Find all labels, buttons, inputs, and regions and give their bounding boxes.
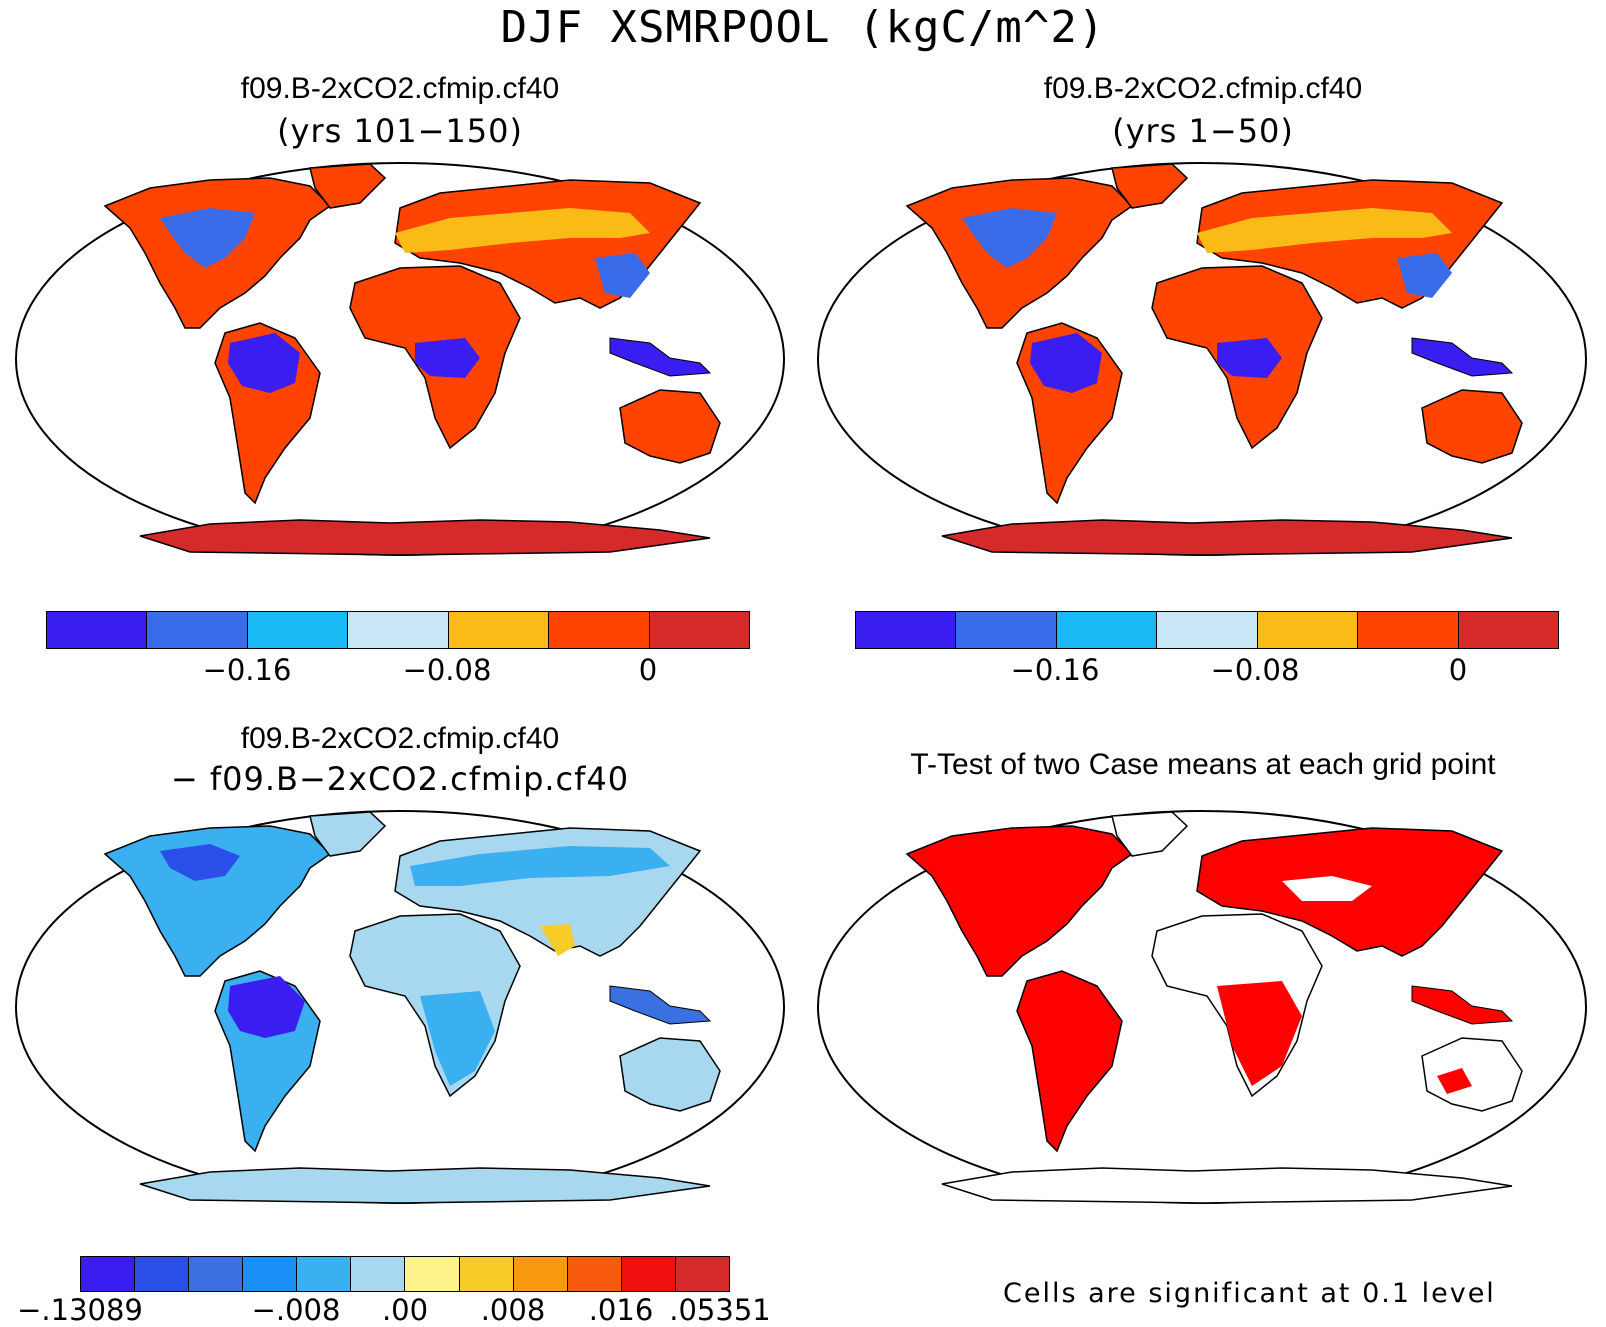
cbar1-tick: −0.16 [202,653,292,687]
colorbar-swatch [243,1257,298,1291]
greenland [1111,811,1189,857]
colorbar-swatch [47,612,148,648]
north-america [905,825,1134,977]
map-panel3 [15,810,785,1204]
cbar2-tick: −0.08 [1210,653,1300,687]
australia [619,389,721,464]
cbar3-tick: −.008 [251,1293,341,1327]
africa-significant [1217,981,1302,1086]
colorbar-swatch [351,1257,406,1291]
map-panel1 [15,162,785,556]
greenland [1111,163,1189,209]
colorbar-swatch [621,1257,676,1291]
india [540,924,575,956]
antarctica [139,1167,711,1204]
australia [619,1037,721,1112]
colorbar-swatch [448,612,550,648]
colorbar-swatch [1056,612,1158,648]
cbar3-tick: −.13089 [17,1293,143,1327]
map-panel2 [817,162,1587,556]
greenland [309,163,387,209]
colorbar-swatch [675,1257,729,1291]
greenland [309,811,387,857]
congo [415,338,480,378]
colorbar-panel2 [855,611,1559,649]
indonesia [609,985,712,1025]
indonesia [1411,985,1514,1025]
colorbar-panel1 [46,611,750,649]
panel2-title: f09.B-2xCO2.cfmip.cf40 [1043,72,1363,105]
australia [1421,389,1523,464]
cbar2-tick: −0.16 [1010,653,1100,687]
colorbar-swatch [348,612,449,648]
cbar1-tick: −0.08 [402,653,492,687]
figure-title: DJF XSMRPOOL (kgC/m^2) [500,2,1106,53]
colorbar-swatch [189,1257,244,1291]
north-america-interior [160,208,255,268]
colorbar-swatch [1157,612,1258,648]
indonesia [1411,337,1514,377]
cbar3-tick: .05351 [669,1293,771,1327]
colorbar-swatch [856,612,957,648]
colorbar-swatch [405,1257,460,1291]
cbar1-tick: 0 [638,653,658,687]
amazon [1030,333,1102,393]
colorbar-swatch [1358,612,1459,648]
colorbar-swatch [135,1257,190,1291]
cbar3-tick: .008 [480,1293,546,1327]
panel1-title: f09.B-2xCO2.cfmip.cf40 [240,72,560,105]
south-america [1016,970,1123,1153]
colorbar-swatch [567,1257,622,1291]
colorbar-swatch [513,1257,568,1291]
australia-significant [1437,1068,1472,1094]
colorbar-swatch [549,612,650,648]
colorbar-swatch [649,612,749,648]
congo [1217,338,1282,378]
colorbar-swatch [81,1257,136,1291]
colorbar-swatch [459,1257,514,1291]
north-america-interior [160,844,240,881]
eurasia-gap [1282,876,1372,901]
colorbar-swatch [297,1257,352,1291]
eurasia-band [1197,208,1452,253]
panel1-subtitle: (yrs 101−150) [277,112,523,150]
cbar3-tick: .00 [381,1293,429,1327]
panel2-subtitle: (yrs 1−50) [1112,112,1294,150]
east-asia [595,253,650,298]
colorbar-swatch [147,612,248,648]
africa-south [420,991,495,1086]
indonesia [609,337,712,377]
north-america [103,825,332,977]
colorbar-swatch [956,612,1057,648]
panel3-subtitle: − f09.B−2xCO2.cfmip.cf40 [170,760,630,798]
antarctica [139,519,711,556]
colorbar-swatch [1458,612,1558,648]
cbar2-tick: 0 [1448,653,1468,687]
amazon [228,976,305,1038]
colorbar-swatch [1257,612,1359,648]
east-asia [1397,253,1452,298]
panel3-title: f09.B-2xCO2.cfmip.cf40 [240,722,560,755]
map-panel4 [817,810,1587,1204]
eurasia-band [410,846,670,886]
ttest-note: Cells are significant at 0.1 level [1003,1278,1496,1309]
antarctica [941,1167,1513,1204]
cbar3-tick: .016 [588,1293,654,1327]
colorbar-swatch [247,612,349,648]
eurasia-band [395,208,650,253]
colorbar-panel3 [80,1256,730,1292]
antarctica [941,519,1513,556]
north-america-interior [962,208,1057,268]
amazon [228,333,300,393]
panel4-title: T-Test of two Case means at each grid po… [910,748,1496,781]
